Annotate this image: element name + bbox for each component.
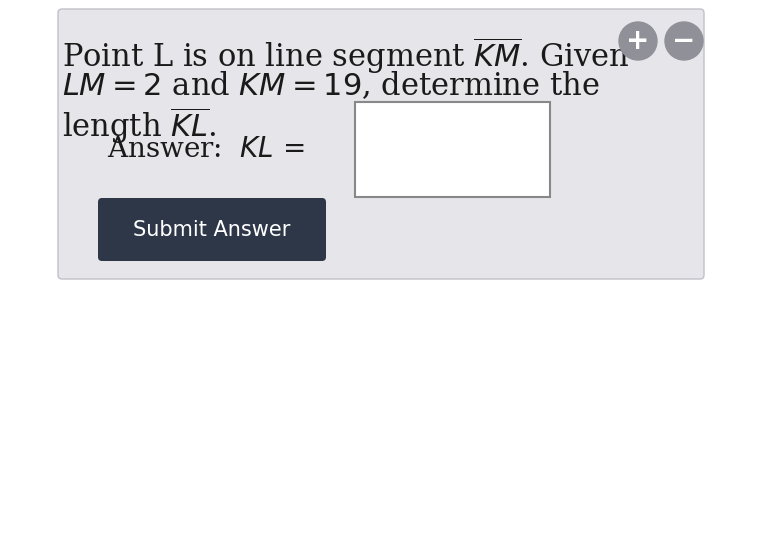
Text: $LM = 2$ and $KM = 19$, determine the: $LM = 2$ and $KM = 19$, determine the — [62, 70, 600, 102]
Text: length $\overline{KL}$.: length $\overline{KL}$. — [62, 105, 216, 146]
Text: Answer:  $KL$ =: Answer: $KL$ = — [107, 136, 304, 163]
Text: Submit Answer: Submit Answer — [133, 220, 291, 239]
Circle shape — [619, 22, 657, 60]
FancyBboxPatch shape — [355, 102, 550, 197]
FancyBboxPatch shape — [98, 198, 326, 261]
Text: +: + — [627, 27, 649, 55]
Circle shape — [665, 22, 703, 60]
FancyBboxPatch shape — [58, 9, 704, 279]
Text: −: − — [672, 27, 695, 55]
Text: Point L is on line segment $\overline{KM}$. Given: Point L is on line segment $\overline{KM… — [62, 35, 630, 76]
